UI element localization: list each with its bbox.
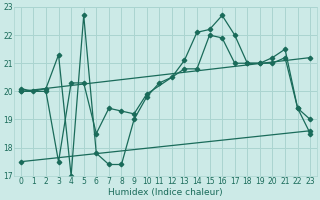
X-axis label: Humidex (Indice chaleur): Humidex (Indice chaleur) xyxy=(108,188,223,197)
